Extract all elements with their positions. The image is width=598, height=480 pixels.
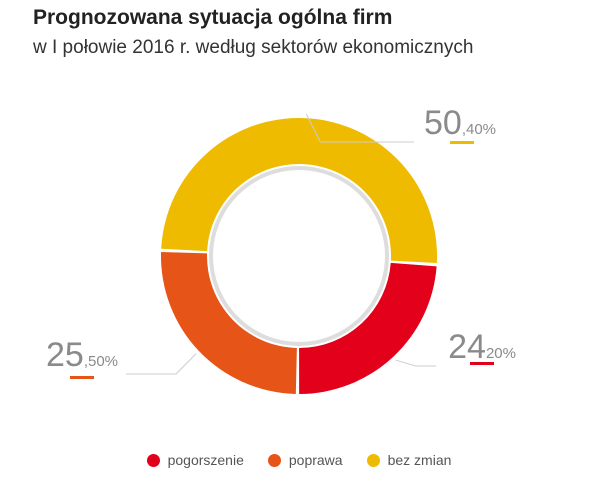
data-label-pogorszenie: 2420%: [448, 328, 516, 366]
data-label-decimal-bez-zmian: ,40%: [462, 121, 496, 138]
chart-subtitle: w I połowie 2016 r. według sektorów ekon…: [33, 37, 474, 58]
data-label-bez-zmian: 50,40%: [424, 104, 496, 142]
inner-ring: [209, 166, 389, 346]
legend-swatch-pogorszenie: [146, 453, 160, 467]
label-underline-bez-zmian: [450, 141, 474, 144]
data-label-whole-bez-zmian: 50: [424, 104, 462, 142]
leader-line-pogorszenie: [395, 359, 436, 367]
slice-pogorszenie: [299, 262, 437, 394]
data-label-whole-pogorszenie: 24: [448, 328, 486, 366]
legend-swatch-poprawa: [267, 453, 281, 467]
data-label-whole-poprawa: 25: [46, 336, 84, 374]
legend-label-bez-zmian: bez zmian: [387, 452, 452, 468]
data-label-poprawa: 25,50%: [46, 336, 118, 374]
legend-item-bez-zmian: bez zmian: [366, 452, 452, 468]
label-underline-poprawa: [70, 376, 94, 379]
chart-title: Prognozowana sytuacja ogólna firm: [33, 6, 393, 29]
leader-line-poprawa: [126, 353, 197, 375]
legend-label-pogorszenie: pogorszenie: [167, 452, 244, 468]
legend-label-poprawa: poprawa: [288, 452, 343, 468]
legend-swatch-bez-zmian: [366, 453, 380, 467]
label-underline-pogorszenie: [470, 362, 494, 365]
slice-bez-zmian: [161, 118, 437, 264]
leader-line-bez-zmian: [305, 113, 414, 143]
data-label-decimal-poprawa: ,50%: [84, 353, 118, 370]
data-label-decimal-pogorszenie: 20%: [486, 345, 516, 362]
slice-poprawa: [161, 252, 297, 394]
legend-item-pogorszenie: pogorszenie: [146, 452, 244, 468]
donut-chart: 2420% 25,50% 50,40%: [46, 104, 516, 394]
legend: pogorszenie poprawa bez zmian: [0, 452, 598, 468]
legend-item-poprawa: poprawa: [267, 452, 343, 468]
